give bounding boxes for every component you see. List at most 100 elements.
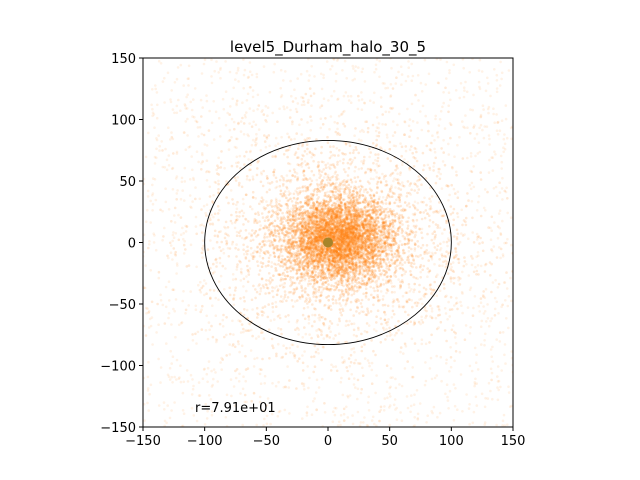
scatter-point — [221, 358, 224, 361]
scatter-point — [416, 418, 420, 421]
scatter-point — [279, 68, 283, 72]
scatter-point — [215, 60, 218, 63]
scatter-point — [336, 97, 340, 101]
scatter-point — [263, 140, 267, 143]
scatter-point — [422, 168, 425, 172]
scatter-point — [200, 223, 204, 226]
scatter-point — [378, 195, 381, 199]
scatter-point — [405, 204, 409, 207]
scatter-point — [413, 206, 417, 210]
scatter-point — [420, 90, 424, 93]
scatter-point — [428, 269, 432, 273]
scatter-point — [402, 305, 405, 309]
scatter-point — [476, 264, 480, 267]
scatter-point — [365, 330, 369, 334]
scatter-point — [350, 293, 354, 297]
scatter-point — [356, 387, 360, 391]
scatter-point — [198, 125, 202, 129]
scatter-point — [312, 370, 316, 374]
scatter-point — [391, 87, 395, 90]
scatter-point — [326, 141, 330, 144]
scatter-point — [496, 386, 499, 389]
scatter-point — [355, 334, 358, 338]
scatter-point — [143, 419, 146, 422]
scatter-point — [425, 421, 428, 424]
scatter-point — [429, 254, 432, 258]
scatter-point — [445, 294, 448, 298]
scatter-point — [438, 118, 442, 121]
scatter-point — [241, 423, 244, 427]
scatter-point — [315, 329, 318, 332]
scatter-point — [346, 416, 350, 419]
scatter-point — [406, 107, 409, 111]
scatter-point — [266, 215, 270, 218]
scatter-point — [495, 129, 499, 132]
scatter-point — [407, 60, 410, 63]
scatter-point — [454, 342, 458, 345]
scatter-point — [438, 258, 441, 261]
scatter-point — [447, 104, 451, 107]
scatter-point — [230, 136, 233, 139]
scatter-point — [249, 246, 253, 250]
scatter-point — [401, 181, 404, 184]
scatter-point — [274, 269, 277, 272]
scatter-point — [364, 188, 368, 191]
scatter-point — [471, 257, 474, 260]
scatter-point — [498, 84, 502, 87]
scatter-point — [463, 338, 467, 342]
scatter-point — [214, 258, 217, 262]
scatter-point — [284, 315, 288, 318]
scatter-point — [249, 149, 252, 153]
scatter-point — [506, 304, 510, 308]
scatter-point — [399, 350, 402, 354]
scatter-point — [245, 178, 249, 181]
scatter-point — [259, 224, 263, 227]
scatter-point — [306, 365, 310, 368]
scatter-point — [294, 97, 298, 100]
scatter-point — [413, 235, 417, 239]
scatter-point — [311, 303, 314, 306]
scatter-point — [379, 341, 383, 344]
scatter-point — [184, 224, 187, 228]
scatter-point — [235, 155, 239, 159]
scatter-point — [357, 185, 361, 189]
scatter-point — [332, 410, 335, 414]
scatter-point — [255, 136, 258, 140]
scatter-point — [380, 147, 384, 151]
scatter-point — [426, 275, 429, 279]
scatter-point — [480, 70, 484, 73]
scatter-point — [342, 152, 345, 156]
scatter-point — [174, 298, 178, 301]
scatter-point — [469, 286, 473, 290]
scatter-point — [433, 150, 437, 154]
scatter-point — [183, 180, 187, 183]
scatter-point — [448, 370, 451, 373]
scatter-point — [433, 147, 436, 151]
scatter-point — [372, 177, 375, 181]
scatter-point — [276, 415, 280, 418]
scatter-point — [261, 262, 265, 265]
scatter-point — [474, 265, 477, 269]
scatter-point — [249, 239, 253, 242]
scatter-point — [449, 98, 452, 102]
scatter-point — [284, 70, 287, 73]
scatter-point — [470, 254, 473, 258]
scatter-point — [237, 231, 241, 234]
scatter-point — [442, 91, 445, 94]
scatter-point — [305, 152, 309, 156]
scatter-point — [484, 262, 488, 266]
scatter-point — [184, 104, 187, 107]
scatter-point — [171, 355, 175, 359]
scatter-point — [295, 110, 299, 114]
scatter-point — [391, 300, 395, 304]
scatter-point — [329, 163, 332, 167]
scatter-point — [171, 288, 175, 292]
scatter-point — [207, 321, 211, 324]
scatter-point — [366, 281, 370, 285]
scatter-point — [407, 216, 410, 220]
scatter-point — [447, 153, 451, 156]
scatter-point — [422, 200, 425, 204]
scatter-point — [336, 323, 340, 327]
scatter-point — [190, 393, 194, 396]
scatter-point — [151, 107, 154, 111]
